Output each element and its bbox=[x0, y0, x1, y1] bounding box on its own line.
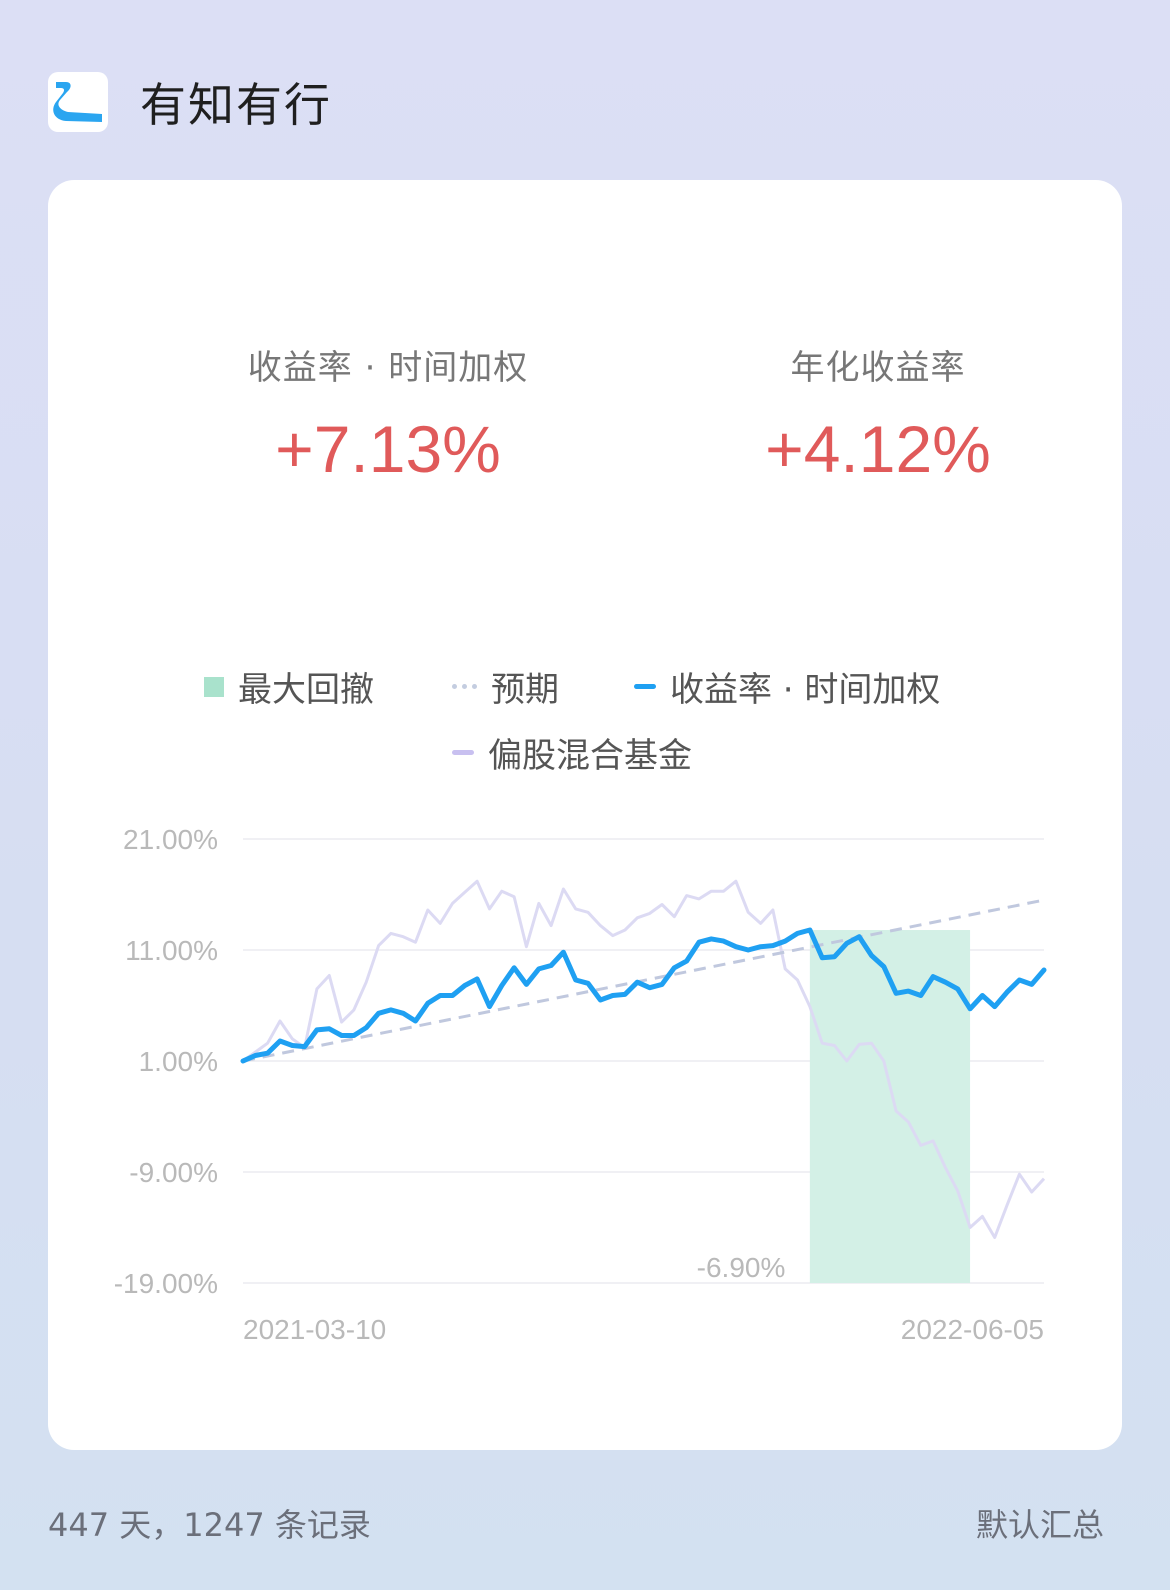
fund-series-line bbox=[242, 879, 1046, 1239]
legend-expected[interactable]: 预期 bbox=[452, 662, 559, 711]
drawdown-area bbox=[809, 930, 971, 1283]
drawdown-label: -6.90% bbox=[697, 1252, 786, 1283]
metric-value: +7.13% bbox=[275, 412, 501, 486]
dotted-line-swatch-icon bbox=[452, 684, 477, 689]
app-logo-icon bbox=[48, 72, 108, 132]
record-summary: 447 天，1247 条记录 bbox=[48, 1506, 371, 1544]
legend-drawdown[interactable]: 最大回撤 bbox=[204, 662, 374, 711]
y-tick-label: 11.00% bbox=[125, 935, 218, 966]
x-tick-label: 2021-03-10 bbox=[243, 1314, 386, 1345]
legend-label: 偏股混合基金 bbox=[488, 736, 692, 776]
metric-label: 收益率 · 时间加权 bbox=[247, 348, 529, 388]
x-tick-label: 2022-06-05 bbox=[901, 1314, 1044, 1345]
metric-time-weighted: 收益率 · 时间加权 +7.13% bbox=[178, 340, 598, 487]
return-chart: 21.00% 11.00% 1.00% -9.00% -19.00% -6.90% 20… bbox=[114, 824, 1047, 1345]
y-tick-label: 1.00% bbox=[139, 1046, 218, 1077]
drawdown-swatch-icon bbox=[204, 676, 224, 697]
return-series-line bbox=[240, 927, 1047, 1064]
metric-annualized: 年化收益率 +4.12% bbox=[668, 340, 1088, 487]
legend-label: 收益率 · 时间加权 bbox=[670, 670, 941, 710]
line-swatch-icon bbox=[634, 684, 656, 689]
summary-card: 收益率 · 时间加权 +7.13% 年化收益率 +4.12% 最大回撤 预期 收… bbox=[48, 180, 1122, 1450]
app-header: 有知有行 bbox=[48, 72, 332, 132]
metric-label: 年化收益率 bbox=[790, 348, 966, 388]
legend-label: 最大回撤 bbox=[238, 670, 374, 710]
expected-series-line bbox=[242, 898, 1045, 1063]
summary-mode-button[interactable]: 默认汇总 bbox=[975, 1506, 1104, 1544]
app-title: 有知有行 bbox=[140, 78, 332, 132]
legend-fund[interactable]: 偏股混合基金 bbox=[452, 728, 692, 777]
metric-value: +4.12% bbox=[765, 412, 991, 486]
legend-label: 预期 bbox=[491, 670, 559, 710]
y-tick-label: -19.00% bbox=[114, 1268, 218, 1299]
y-tick-label: -9.00% bbox=[129, 1157, 218, 1188]
legend-return[interactable]: 收益率 · 时间加权 bbox=[634, 662, 940, 711]
line-swatch-icon bbox=[452, 750, 474, 755]
y-tick-label: 21.00% bbox=[123, 824, 218, 855]
